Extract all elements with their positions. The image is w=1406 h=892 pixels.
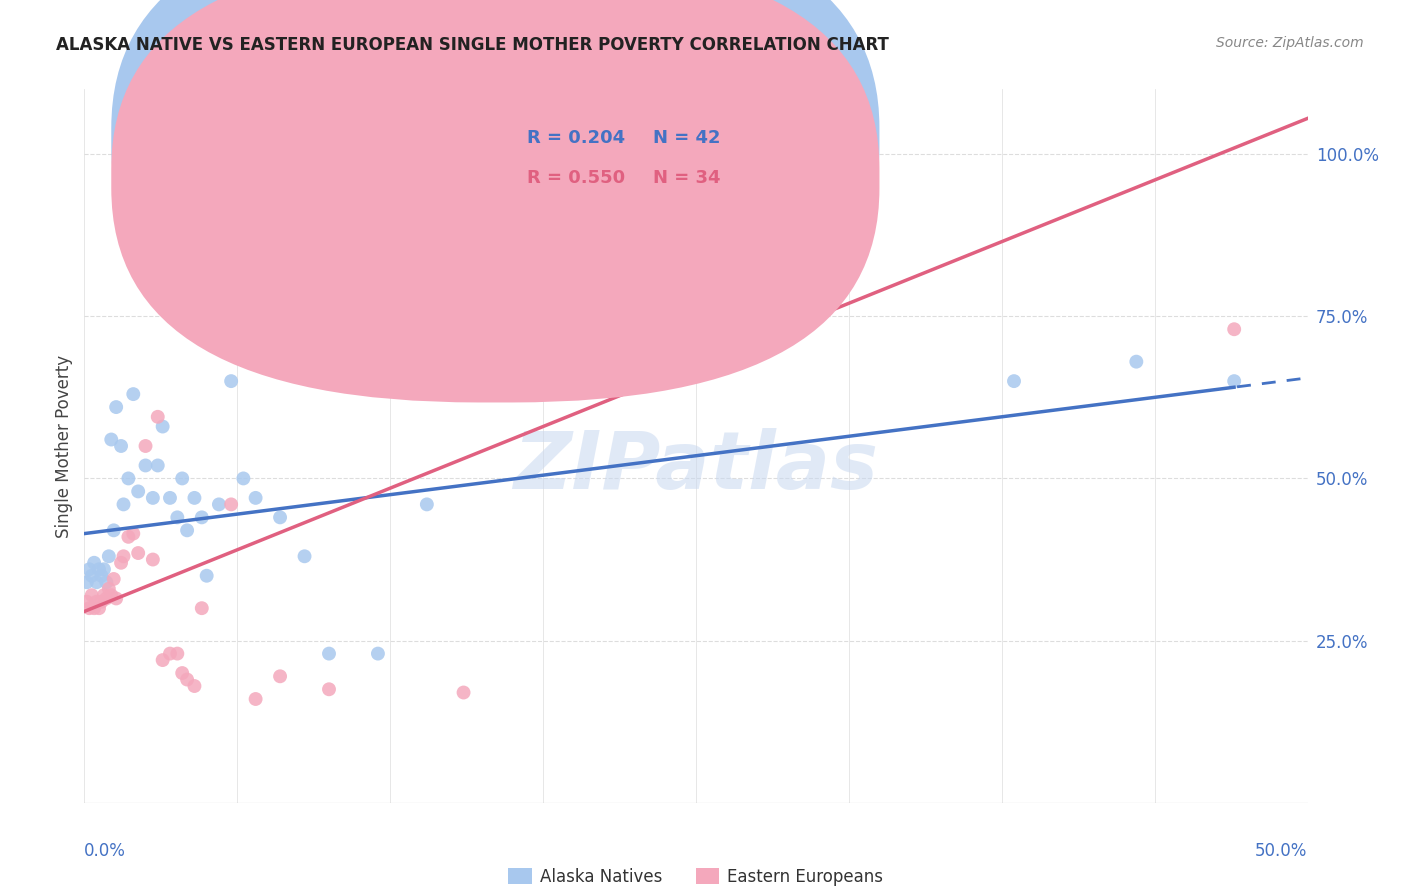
Point [318,682,340,697]
Point [135,458,157,473]
Point [1002,374,1025,388]
Point [117,530,139,544]
Point [90,595,112,609]
Point [122,387,145,401]
Point [127,484,149,499]
Point [103,524,125,538]
Point [367,647,389,661]
Point [83,601,105,615]
Point [76,575,98,590]
Point [176,673,198,687]
Point [83,556,105,570]
Point [96,591,118,606]
Y-axis label: Single Mother Poverty: Single Mother Poverty [55,354,73,538]
Point [195,568,218,582]
Point [191,601,214,615]
Point [80,568,103,582]
Text: R = 0.550: R = 0.550 [527,169,626,187]
Point [122,526,145,541]
Point [152,653,174,667]
Point [86,595,108,609]
Point [100,588,122,602]
Point [453,685,475,699]
Point [87,601,110,615]
Point [208,497,231,511]
Text: ALASKA NATIVE VS EASTERN EUROPEAN SINGLE MOTHER POVERTY CORRELATION CHART: ALASKA NATIVE VS EASTERN EUROPEAN SINGLE… [56,36,889,54]
Point [183,679,205,693]
Point [146,458,169,473]
Text: 0.0%: 0.0% [84,842,127,860]
Legend: Alaska Natives, Eastern Europeans: Alaska Natives, Eastern Europeans [502,861,890,892]
Point [77,601,100,615]
Text: 50.0%: 50.0% [1256,842,1308,860]
Point [219,374,242,388]
Point [245,491,267,505]
Text: Source: ZipAtlas.com: Source: ZipAtlas.com [1216,36,1364,50]
Point [112,497,135,511]
Point [97,549,120,564]
Point [135,439,157,453]
Point [105,591,128,606]
Text: ZIPatlas: ZIPatlas [513,428,879,507]
Text: N = 34: N = 34 [654,169,721,187]
Point [80,588,103,602]
Point [87,562,110,576]
Point [127,546,149,560]
Point [86,575,108,590]
Point [1223,322,1246,336]
Point [93,562,115,576]
Point [166,510,188,524]
Point [269,510,291,524]
Point [416,497,439,511]
Point [191,510,214,524]
Point [142,491,165,505]
Point [117,471,139,485]
Point [318,647,340,661]
Point [152,419,174,434]
Point [159,491,181,505]
FancyBboxPatch shape [454,105,779,216]
Text: R = 0.204: R = 0.204 [527,128,626,146]
Point [1223,374,1246,388]
Point [183,491,205,505]
Point [1125,354,1147,368]
Point [159,647,181,661]
Point [172,666,194,681]
Point [93,588,115,602]
Point [142,552,165,566]
Point [77,562,100,576]
Point [219,497,242,511]
FancyBboxPatch shape [111,0,880,402]
Point [96,575,118,590]
Point [110,556,132,570]
Point [176,524,198,538]
Point [76,595,98,609]
Point [100,433,122,447]
FancyBboxPatch shape [111,0,880,362]
Point [489,354,512,368]
Point [269,669,291,683]
Point [112,549,135,564]
Point [232,471,254,485]
Point [294,549,316,564]
Point [245,692,267,706]
Point [105,400,128,414]
Point [146,409,169,424]
Point [90,568,112,582]
Point [166,647,188,661]
Point [172,471,194,485]
Point [110,439,132,453]
Point [97,582,120,596]
Point [103,572,125,586]
Text: N = 42: N = 42 [654,128,721,146]
